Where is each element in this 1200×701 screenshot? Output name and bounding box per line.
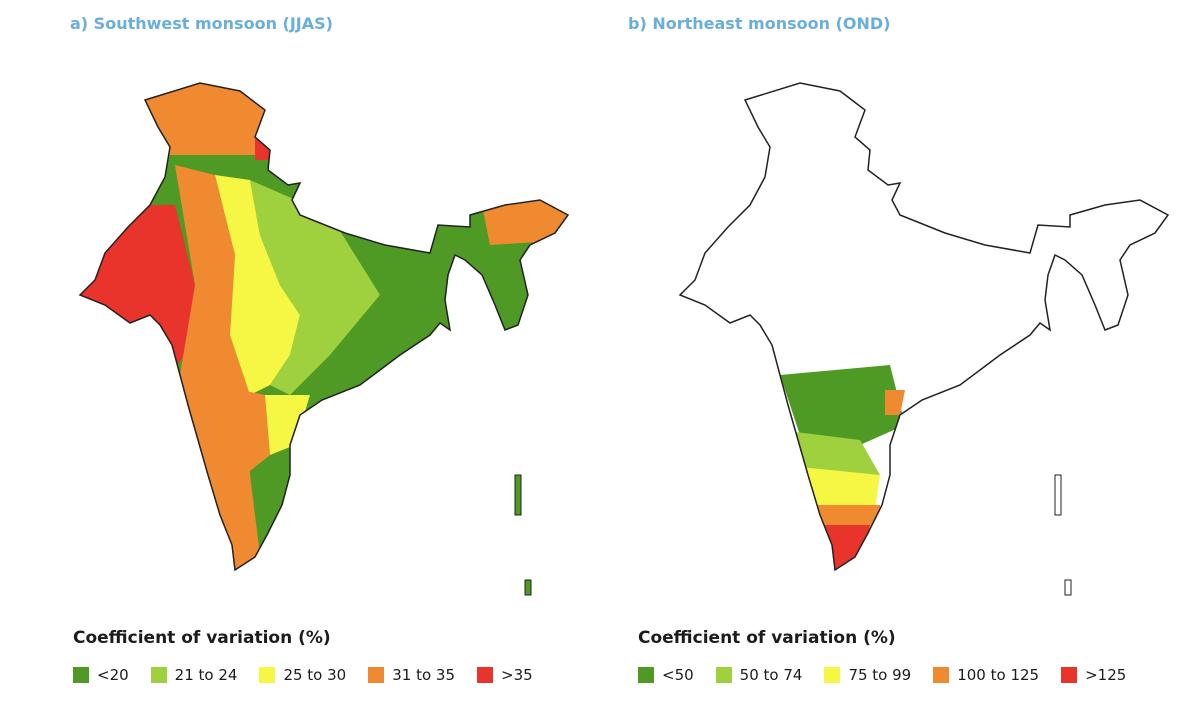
legend-title: Coefficient of variation (%): [73, 628, 331, 648]
legend: <20 21 to 24 25 to 30 31 to 35 >35: [73, 664, 555, 686]
choropleth-map-southwest: [79, 82, 569, 596]
legend: <50 50 to 74 75 to 99 100 to 125 >125: [638, 664, 1148, 686]
legend-label: 21 to 24: [174, 666, 238, 684]
nicobar-islands: [524, 579, 532, 596]
choropleth-map-northeast: [679, 82, 1169, 596]
legend-item: 21 to 24: [150, 666, 238, 684]
panel-northeast-monsoon: b) Northeast monsoon (OND) Coefficient o…: [600, 0, 1200, 701]
region-andhra-darkgreen: [780, 365, 905, 445]
legend-label: <50: [662, 666, 694, 684]
legend-label: 75 to 99: [848, 666, 912, 684]
region-no-data: [680, 83, 1168, 570]
region-central-yellow: [215, 175, 300, 395]
legend-item: >35: [477, 666, 533, 684]
legend-label: 31 to 35: [392, 666, 455, 684]
legend-label: >125: [1085, 666, 1127, 684]
legend-item: 75 to 99: [824, 666, 911, 684]
legend-item: 100 to 125: [933, 666, 1039, 684]
legend-swatch: [638, 667, 654, 683]
region-east-green: [330, 215, 460, 375]
legend-swatch: [477, 667, 493, 683]
panel-southwest-monsoon: a) Southwest monsoon (JJAS): [70, 14, 569, 686]
andaman-islands: [514, 474, 522, 516]
legend-item: 25 to 30: [259, 666, 346, 684]
panel-title: b) Northeast monsoon (OND): [628, 14, 891, 33]
legend-swatch: [715, 667, 732, 683]
legend-item: 50 to 74: [715, 666, 803, 684]
legend-item: <50: [638, 666, 694, 684]
region-deccan-orange: [215, 385, 270, 475]
legend-label: <20: [97, 666, 129, 684]
andaman-islands: [1054, 474, 1062, 516]
legend-item: <20: [73, 666, 129, 684]
legend-title: Coefficient of variation (%): [638, 628, 896, 648]
legend-swatch: [824, 667, 841, 683]
legend-label: 100 to 125: [957, 666, 1040, 684]
legend-swatch: [933, 667, 950, 683]
legend-label: 50 to 74: [739, 666, 803, 684]
legend-swatch: [73, 667, 89, 683]
legend-swatch: [1061, 667, 1078, 683]
legend-item: >125: [1061, 666, 1126, 684]
region-coastal-orange: [885, 390, 905, 415]
legend-item: 31 to 35: [368, 666, 455, 684]
panel-title: a) Southwest monsoon (JJAS): [70, 14, 333, 33]
legend-label: 25 to 30: [283, 666, 347, 684]
region-northeast-orange: [480, 195, 568, 245]
legend-swatch: [259, 667, 276, 683]
region-west-arid: [80, 205, 195, 375]
legend-label: >35: [501, 666, 533, 684]
region-deccan-yellow: [265, 395, 310, 455]
legend-swatch: [368, 667, 385, 683]
legend-swatch: [150, 667, 167, 683]
nicobar-islands: [1064, 579, 1072, 596]
